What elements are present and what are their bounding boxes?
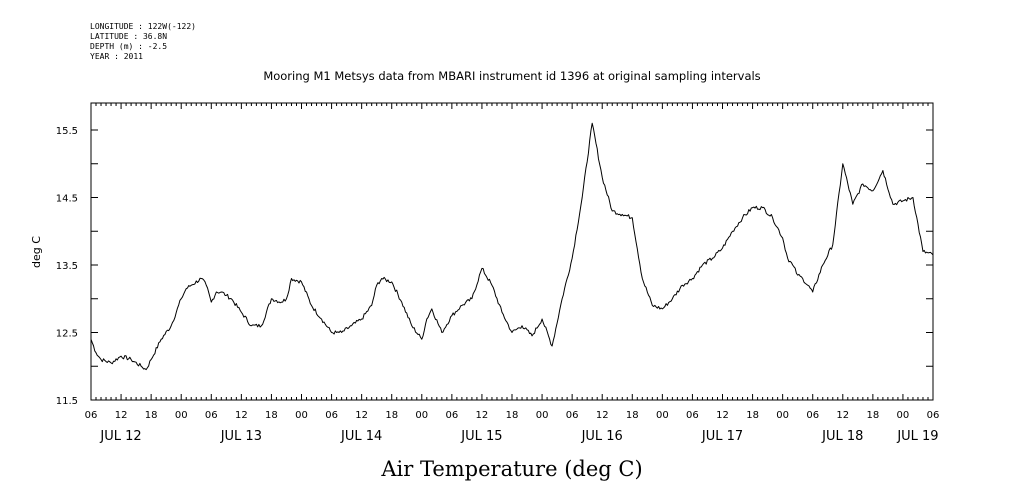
year-text: YEAR : 2011 bbox=[90, 52, 143, 61]
x-tick-label: 18 bbox=[626, 410, 639, 421]
x-tick-label: 18 bbox=[265, 410, 278, 421]
y-tick-label: 15.5 bbox=[56, 126, 78, 137]
chart-title: Mooring M1 Metsys data from MBARI instru… bbox=[263, 69, 760, 83]
x-tick-label: 06 bbox=[205, 410, 218, 421]
x-tick-label: 12 bbox=[596, 410, 609, 421]
y-axis-label: deg C bbox=[30, 236, 43, 268]
x-tick-label: 18 bbox=[145, 410, 158, 421]
y-tick-label: 12.5 bbox=[56, 329, 78, 340]
x-tick-label: 12 bbox=[355, 410, 368, 421]
latitude-text: LATITUDE : 36.8N bbox=[90, 32, 167, 41]
x-tick-label: 00 bbox=[175, 410, 188, 421]
x-day-label: JUL 17 bbox=[701, 429, 743, 444]
x-tick-label: 06 bbox=[806, 410, 819, 421]
x-tick-label: 06 bbox=[445, 410, 458, 421]
x-axis: 06 12 18 00 06 12 18 00 06 12 18 00 06 12 18 00 06 12 18 00… bbox=[85, 103, 940, 444]
y-axis: 11.5 12.5 13.5 14.5 15.5 bbox=[56, 126, 933, 407]
x-day-label: JUL 18 bbox=[821, 429, 863, 444]
x-tick-label: 12 bbox=[836, 410, 849, 421]
x-tick-label: 00 bbox=[897, 410, 910, 421]
x-tick-label: 18 bbox=[866, 410, 879, 421]
mooring-metadata: LONGITUDE : 122W(-122) LATITUDE : 36.8N … bbox=[90, 22, 196, 61]
y-tick-label: 14.5 bbox=[56, 194, 78, 205]
x-tick-label: 12 bbox=[716, 410, 729, 421]
x-tick-label: 00 bbox=[415, 410, 428, 421]
plot-frame bbox=[90, 102, 934, 401]
x-tick-label: 00 bbox=[656, 410, 669, 421]
x-day-label: JUL 13 bbox=[220, 429, 262, 444]
x-tick-label: 00 bbox=[536, 410, 549, 421]
y-tick-label: 11.5 bbox=[56, 396, 78, 407]
x-tick-label: 06 bbox=[85, 410, 98, 421]
x-day-label: JUL 19 bbox=[896, 429, 938, 444]
x-day-label: JUL 12 bbox=[99, 429, 141, 444]
x-day-label: JUL 16 bbox=[581, 429, 623, 444]
x-tick-label: 12 bbox=[115, 410, 128, 421]
x-tick-label: 18 bbox=[746, 410, 759, 421]
x-tick-label: 18 bbox=[385, 410, 398, 421]
x-axis-title: Air Temperature (deg C) bbox=[380, 457, 642, 481]
x-tick-label: 06 bbox=[566, 410, 579, 421]
x-tick-label: 00 bbox=[776, 410, 789, 421]
x-day-label: JUL 15 bbox=[460, 429, 502, 444]
x-day-label: JUL 14 bbox=[340, 429, 382, 444]
y-tick-label: 13.5 bbox=[56, 261, 78, 272]
x-tick-label: 12 bbox=[476, 410, 489, 421]
x-tick-label: 18 bbox=[506, 410, 519, 421]
x-tick-label: 12 bbox=[235, 410, 248, 421]
x-tick-label: 06 bbox=[325, 410, 338, 421]
series-group bbox=[90, 122, 934, 371]
x-tick-label: 00 bbox=[295, 410, 308, 421]
depth-text: DEPTH (m) : -2.5 bbox=[90, 42, 167, 51]
air-temperature-series-line bbox=[90, 122, 934, 371]
longitude-text: LONGITUDE : 122W(-122) bbox=[90, 22, 196, 31]
x-tick-label: 06 bbox=[686, 410, 699, 421]
x-tick-label: 06 bbox=[927, 410, 940, 421]
